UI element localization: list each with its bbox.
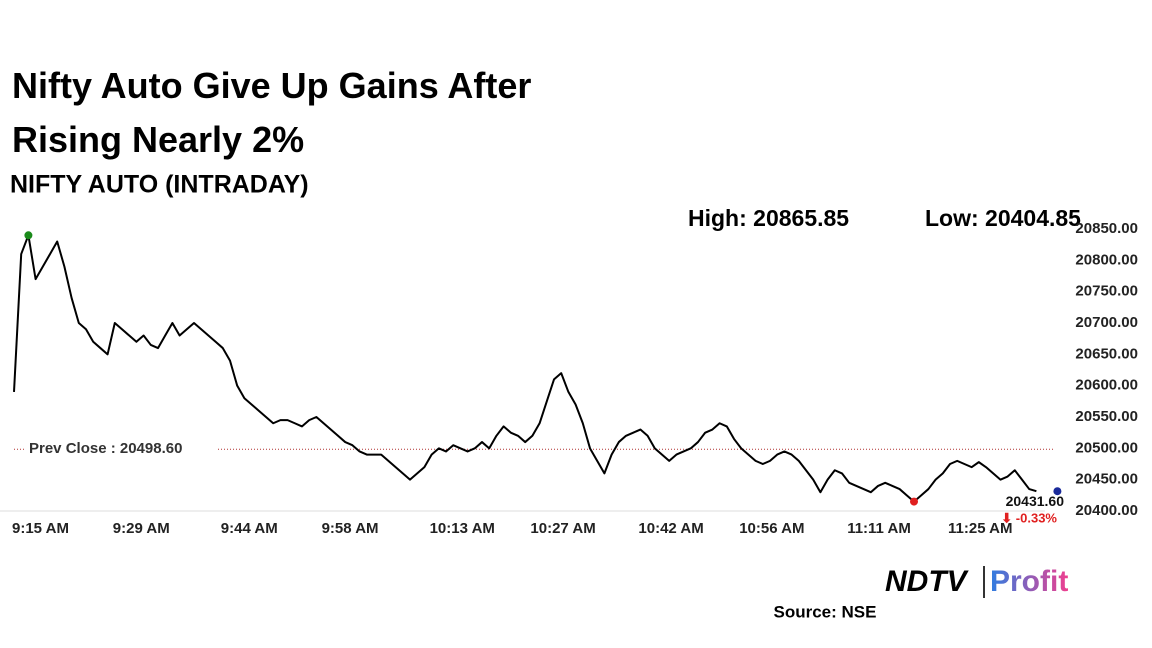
y-tick-label: 20850.00 bbox=[1075, 220, 1138, 237]
price-line bbox=[13, 234, 1037, 503]
brand-left: NDTV bbox=[885, 565, 970, 598]
source: Source: NSE bbox=[774, 602, 877, 621]
chart-subtitle: NIFTY AUTO (INTRADAY) bbox=[10, 171, 309, 199]
marker bbox=[24, 231, 33, 240]
x-tick-label: 10:13 AM bbox=[430, 520, 495, 537]
x-tick-label: 9:44 AM bbox=[221, 520, 278, 537]
x-tick-label: 10:56 AM bbox=[739, 520, 804, 537]
y-tick-label: 20750.00 bbox=[1075, 283, 1138, 300]
y-tick-label: 20800.00 bbox=[1075, 251, 1138, 268]
x-tick-label: 9:29 AM bbox=[113, 520, 170, 537]
y-tick-label: 20450.00 bbox=[1075, 471, 1138, 488]
y-tick-label: 20700.00 bbox=[1075, 314, 1138, 331]
chart-title: Nifty Auto Give Up Gains After Rising Nea… bbox=[12, 65, 531, 160]
y-tick-label: 20550.00 bbox=[1075, 408, 1138, 425]
y-tick-label: 20600.00 bbox=[1075, 377, 1138, 394]
high-label: High: 20865.85 bbox=[688, 205, 849, 231]
title-line: Nifty Auto Give Up Gains After bbox=[12, 65, 531, 106]
marker bbox=[1053, 487, 1062, 496]
last-value-label: 20431.60 bbox=[1006, 493, 1065, 509]
prev-close-bg bbox=[24, 439, 216, 460]
x-tick-label: 11:11 AM bbox=[847, 520, 911, 537]
y-tick-label: 20400.00 bbox=[1075, 502, 1138, 519]
prev-close-label: Prev Close : 20498.60 bbox=[29, 440, 182, 457]
y-tick-label: 20650.00 bbox=[1075, 345, 1138, 362]
change-label: ⬇ -0.33% bbox=[1001, 511, 1057, 526]
x-tick-label: 10:42 AM bbox=[638, 520, 703, 537]
x-tick-label: 10:27 AM bbox=[530, 520, 595, 537]
brand-right: Profit bbox=[990, 565, 1068, 598]
low-label: Low: 20404.85 bbox=[925, 205, 1081, 231]
x-tick-label: 9:15 AM bbox=[12, 520, 69, 537]
title-line: Rising Nearly 2% bbox=[12, 119, 304, 160]
marker bbox=[910, 497, 918, 506]
x-tick-label: 11:25 AM bbox=[948, 520, 1012, 537]
x-tick-label: 9:58 AM bbox=[322, 520, 379, 537]
y-tick-label: 20500.00 bbox=[1075, 439, 1138, 456]
